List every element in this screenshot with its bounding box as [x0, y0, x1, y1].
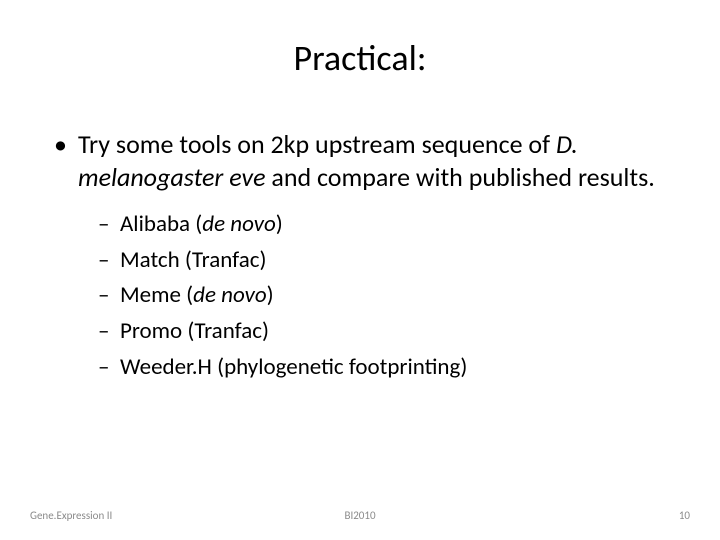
bullet-text-post: and compare with published results. [265, 161, 654, 193]
slide: Practical: • Try some tools on 2kp upstr… [0, 0, 720, 540]
bullet-level1: • Try some tools on 2kp upstream sequenc… [50, 128, 670, 193]
sub-bullet: – Match (Tranfac) [50, 243, 670, 279]
footer-page-number: 10 [679, 509, 690, 522]
sub-name: Match [120, 246, 180, 274]
sub-paren-pre: (Tranfac) [180, 246, 267, 274]
sub-paren-pre: ( [181, 281, 193, 309]
bullet-text-pre: Try some tools on 2kp upstream sequence … [78, 128, 556, 160]
sub-paren-post: ) [267, 281, 274, 309]
dash-icon: – [98, 243, 109, 279]
footer-left: Gene.Expression II [30, 509, 112, 522]
sub-bullet: – Weeder.H (phylogenetic footprinting) [50, 350, 670, 386]
sub-name: Promo [120, 317, 182, 345]
sub-paren-post: ) [276, 210, 283, 238]
dash-icon: – [98, 278, 109, 314]
dash-icon: – [98, 207, 109, 243]
slide-footer: Gene.Expression II BI2010 10 [0, 509, 720, 522]
sub-name: Meme [120, 281, 181, 309]
slide-body: • Try some tools on 2kp upstream sequenc… [50, 128, 670, 385]
sub-name: Weeder.H [120, 353, 212, 381]
sub-paren-pre: ( [190, 210, 202, 238]
sub-paren-pre: (phylogenetic footprinting) [212, 353, 467, 381]
slide-title: Practical: [50, 36, 670, 80]
dash-icon: – [98, 314, 109, 350]
sub-paren-pre: (Tranfac) [182, 317, 269, 345]
sub-paren-italic: de novo [202, 210, 276, 238]
dash-icon: – [98, 350, 109, 386]
bullet-dot-icon: • [54, 128, 67, 161]
sub-bullet: – Promo (Tranfac) [50, 314, 670, 350]
footer-center: BI2010 [344, 509, 375, 522]
sub-bullet: – Meme (de novo) [50, 278, 670, 314]
sub-bullet: – Alibaba (de novo) [50, 207, 670, 243]
sub-name: Alibaba [120, 210, 190, 238]
sub-paren-italic: de novo [193, 281, 267, 309]
